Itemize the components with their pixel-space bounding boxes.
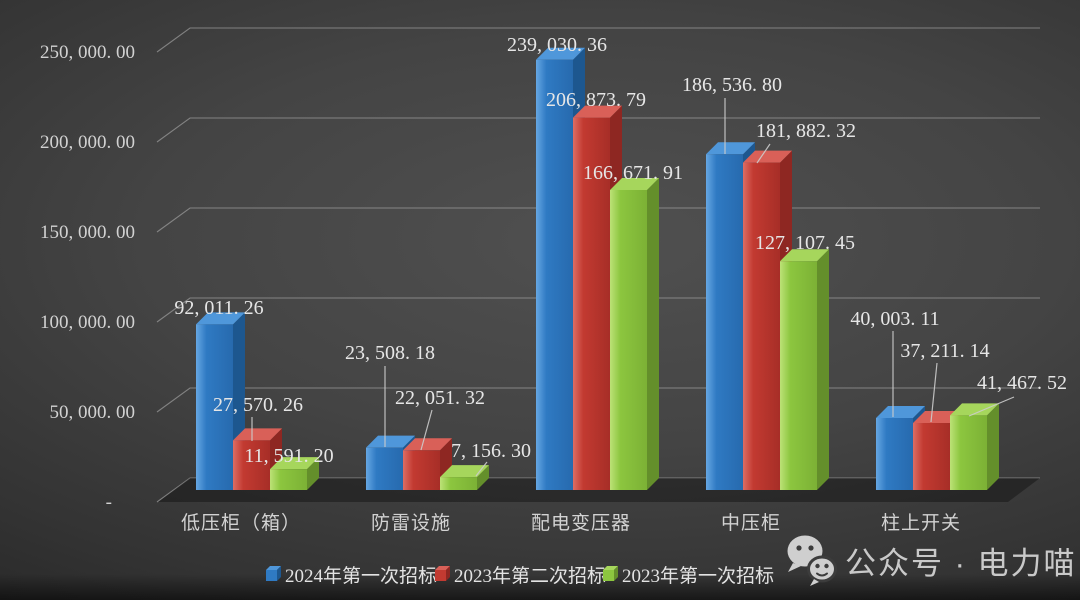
y-axis-label: 50, 000. 00: [50, 402, 136, 423]
data-label: 166, 671. 91: [583, 162, 683, 184]
bar-front-face: [743, 162, 780, 490]
legend-item-0: [266, 566, 281, 581]
label-leader-line: [968, 396, 1015, 417]
data-label: 239, 030. 36: [507, 34, 607, 56]
data-label: 40, 003. 11: [850, 308, 939, 330]
bar-0-0: [196, 312, 245, 490]
bar-top-face: [366, 435, 415, 448]
category-label: 配电变压器: [531, 512, 631, 534]
data-label: 206, 873. 79: [546, 89, 646, 111]
category-label: 中压柜: [721, 512, 781, 534]
bar-2-0: [270, 457, 319, 490]
data-label: 127, 107. 45: [755, 232, 855, 254]
y-axis-label: 100, 000. 00: [40, 312, 135, 333]
label-leader-line: [756, 143, 771, 164]
bar-front-face: [196, 324, 233, 490]
legend-marker: [603, 570, 614, 581]
bar-2-4: [950, 403, 999, 490]
bar-top-face: [536, 47, 585, 60]
bar-top-face: [780, 249, 829, 262]
label-leader-line: [930, 362, 938, 423]
bar-front-face: [876, 417, 913, 490]
legend-marker: [277, 566, 281, 581]
legend-marker: [266, 566, 281, 570]
grid-line: [156, 27, 1040, 53]
bar-top-face: [403, 438, 452, 451]
legend-label: 2024年第一次招标: [285, 565, 437, 587]
category-label: 低压柜（箱）: [181, 512, 301, 534]
data-label: 186, 536. 80: [682, 74, 782, 96]
bar-2-3: [780, 249, 829, 490]
data-label: 41, 467. 52: [977, 372, 1067, 394]
data-label: 92, 011. 26: [174, 297, 263, 319]
data-label: 22, 051. 32: [395, 387, 485, 409]
data-label: 7, 156. 30: [451, 440, 531, 462]
legend-item-2: [603, 566, 618, 581]
bar-front-face: [233, 440, 270, 490]
bar-2-2: [610, 177, 659, 491]
bar-side-face: [817, 249, 829, 490]
category-label: 柱上开关: [881, 512, 961, 534]
bar-side-face: [647, 177, 659, 491]
y-axis-label: 200, 000. 00: [40, 132, 135, 153]
data-label: 37, 211. 14: [900, 340, 989, 362]
bar-front-face: [780, 261, 817, 490]
label-leader-line: [475, 461, 488, 477]
bar-front-face: [270, 469, 307, 490]
bar-top-face: [270, 457, 319, 470]
bar-front-face: [403, 450, 440, 490]
bar-front-face: [536, 59, 573, 490]
y-axis-label: -: [106, 492, 112, 513]
bar-top-face: [233, 428, 282, 441]
legend-marker: [446, 566, 450, 581]
legend-marker: [435, 566, 450, 570]
bar-front-face: [610, 189, 647, 491]
legend-label: 2023年第二次招标: [454, 565, 606, 587]
y-axis-label: 150, 000. 00: [40, 222, 135, 243]
legend-label: 2023年第一次招标: [622, 565, 774, 587]
bar-top-face: [610, 177, 659, 190]
wechat-icon: [787, 535, 837, 586]
bar-top-face: [876, 405, 925, 418]
y-axis-label: 250, 000. 00: [40, 42, 135, 63]
bar-side-face: [307, 457, 319, 490]
data-label: 23, 508. 18: [345, 342, 435, 364]
legend-marker: [603, 566, 618, 570]
bar-top-face: [950, 403, 999, 416]
data-label: 11, 591. 20: [244, 445, 333, 467]
legend-marker: [266, 570, 277, 581]
bar-front-face: [950, 415, 987, 490]
bar-top-face: [743, 150, 792, 163]
legend-marker: [435, 570, 446, 581]
data-label: 27, 570. 26: [213, 394, 303, 416]
bar-front-face: [366, 447, 403, 490]
bar-side-face: [987, 403, 999, 490]
category-label: 防雷设施: [371, 512, 451, 534]
label-leader-line: [420, 409, 433, 451]
bar-top-face: [913, 411, 962, 424]
bar-top-face: [196, 312, 245, 325]
bar-front-face: [440, 477, 477, 490]
bar-front-face: [913, 423, 950, 490]
watermark-text: 公众号 · 电力喵: [845, 545, 1077, 581]
data-label: 181, 882. 32: [756, 120, 856, 142]
bar-front-face: [706, 154, 743, 490]
legend-item-1: [435, 566, 450, 581]
bar-front-face: [573, 117, 610, 491]
bar-top-face: [706, 142, 755, 155]
bar-top-face: [573, 105, 622, 118]
legend-marker: [614, 566, 618, 581]
bar-side-face: [477, 465, 489, 490]
grid-line: [156, 117, 1040, 143]
watermark: 公众号 · 电力喵: [784, 532, 1077, 588]
